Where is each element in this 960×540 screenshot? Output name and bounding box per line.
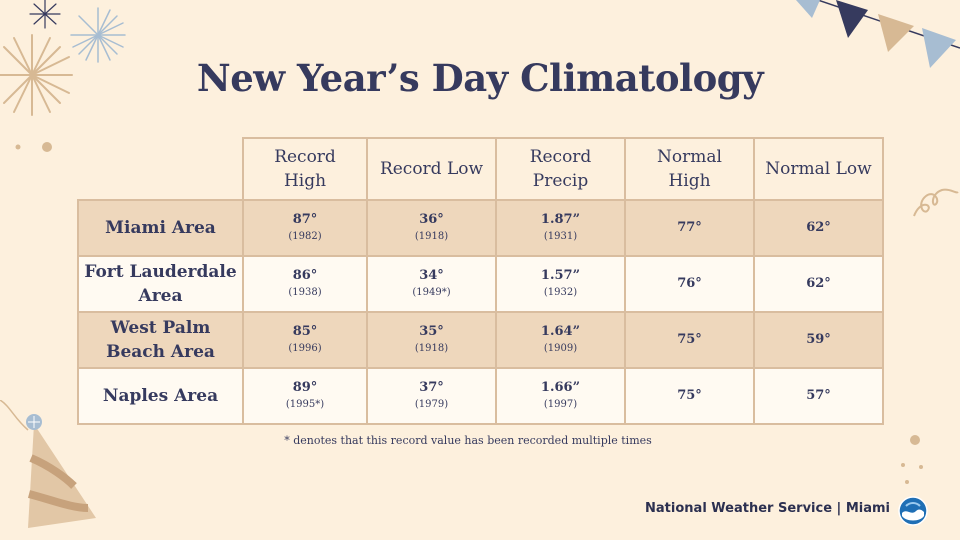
area-name: Naples Area — [77, 367, 244, 425]
record-low-cell: 34° (1949*) — [366, 255, 497, 313]
fireworks-decoration-icon — [0, 0, 126, 152]
footer-credit: National Weather Service | Miami — [645, 501, 890, 516]
normal-high-cell: 75° — [624, 311, 755, 369]
normal-high-cell: 76° — [624, 255, 755, 313]
area-name: West Palm Beach Area — [77, 311, 244, 369]
column-header-record-high: Record High — [242, 137, 368, 201]
normal-low-cell: 57° — [753, 367, 884, 425]
record-precip-cell: 1.64” (1909) — [495, 311, 626, 369]
table-row-fort-lauderdale: Fort Lauderdale Area 86° (1938) 34° (1949*)… — [77, 255, 884, 313]
record-high-cell: 87° (1982) — [242, 199, 368, 257]
normal-low-cell: 62° — [753, 255, 884, 313]
normal-low-cell: 62° — [753, 199, 884, 257]
table-corner — [78, 138, 244, 201]
table-row-miami: Miami Area 87° (1982) 36° (1918) 1.87” (193… — [77, 199, 884, 257]
climatology-table: Record High Record Low Record Precip Norma… — [77, 137, 884, 425]
normal-high-cell: 77° — [624, 199, 755, 257]
record-high-cell: 86° (1938) — [242, 255, 368, 313]
noaa-logo-icon — [898, 496, 928, 526]
record-low-cell: 36° (1918) — [366, 199, 497, 257]
column-header-normal-high: Normal High — [624, 137, 755, 201]
record-precip-cell: 1.87” (1931) — [495, 199, 626, 257]
normal-high-cell: 75° — [624, 367, 755, 425]
table-row-west-palm-beach: West Palm Beach Area 85° (1996) 35° (1918) … — [77, 311, 884, 369]
page-title: New Year’s Day Climatology — [196, 56, 764, 100]
record-precip-cell: 1.66” (1997) — [495, 367, 626, 425]
area-name: Miami Area — [77, 199, 244, 257]
record-precip-cell: 1.57” (1932) — [495, 255, 626, 313]
record-low-cell: 35° (1918) — [366, 311, 497, 369]
streamer-decoration-icon — [913, 188, 959, 217]
confetti-dots-icon — [901, 435, 923, 484]
bunting-decoration-icon — [796, 0, 960, 68]
area-name: Fort Lauderdale Area — [77, 255, 244, 313]
column-header-record-low: Record Low — [366, 137, 497, 201]
record-high-cell: 85° (1996) — [242, 311, 368, 369]
column-header-record-precip: Record Precip — [495, 137, 626, 201]
party-hat-decoration-icon — [0, 400, 96, 528]
normal-low-cell: 59° — [753, 311, 884, 369]
footnote: * denotes that this record value has bee… — [284, 434, 652, 447]
record-low-cell: 37° (1979) — [366, 367, 497, 425]
record-high-cell: 89° (1995*) — [242, 367, 368, 425]
column-header-normal-low: Normal Low — [753, 137, 884, 201]
table-row-naples: Naples Area 89° (1995*) 37° (1979) 1.66” (1… — [77, 367, 884, 425]
